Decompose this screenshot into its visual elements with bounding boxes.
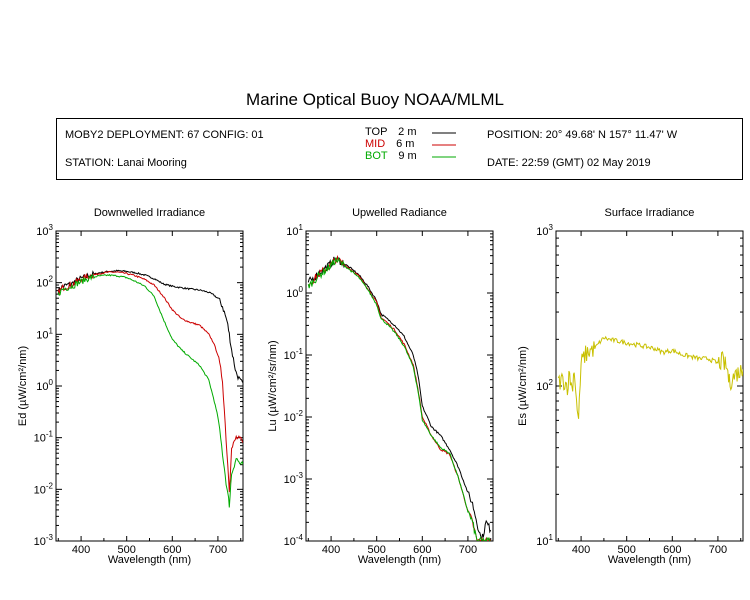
- legend-top-unit: m: [407, 126, 417, 138]
- deployment-text: MOBY2 DEPLOYMENT: 67 CONFIG: 01: [65, 129, 264, 141]
- y-tick-label: 10-2: [34, 481, 54, 496]
- date-text: DATE: 22:59 (GMT) 02 May 2019: [487, 157, 651, 169]
- legend-swatches: [432, 132, 456, 158]
- y-axis-label: Lu (µW/cm²/sr/nm): [267, 340, 279, 431]
- x-tick-label: 500: [618, 544, 636, 556]
- series-line-mid: [308, 254, 492, 541]
- x-tick-label: 700: [709, 544, 727, 556]
- station-text: STATION: Lanai Mooring: [65, 157, 187, 169]
- x-tick-label: 700: [209, 544, 227, 556]
- legend-top-depth: 2: [398, 126, 405, 138]
- y-axis-label: Es (µW/cm²/nm): [517, 346, 529, 426]
- x-tick-label: 700: [459, 544, 477, 556]
- y-tick-label: 101: [286, 223, 303, 238]
- y-tick-label: 10-3: [34, 533, 54, 548]
- x-axis-label: Wavelength (nm): [358, 554, 441, 566]
- series-line-es: [557, 335, 743, 419]
- series-line-bot: [307, 256, 491, 541]
- y-tick-label: 103: [36, 223, 53, 238]
- x-tick-label: 500: [118, 544, 136, 556]
- x-tick-label: 600: [413, 544, 431, 556]
- legend-bot: BOT 9 m: [365, 150, 417, 162]
- y-tick-label: 10-2: [284, 409, 304, 424]
- y-tick-label: 102: [536, 378, 553, 393]
- y-tick-label: 10-1: [284, 347, 304, 362]
- x-tick-label: 400: [72, 544, 90, 556]
- x-tick-label: 600: [663, 544, 681, 556]
- x-tick-label: 600: [163, 544, 181, 556]
- legend-top: TOP 2 m: [365, 126, 417, 138]
- chart-title: Downwelled Irradiance: [94, 207, 205, 219]
- plot-frame: [305, 230, 494, 542]
- y-tick-label: 10-1: [34, 430, 54, 445]
- legend-mid-unit: m: [405, 138, 415, 150]
- series-line-mid: [57, 270, 243, 493]
- y-tick-label: 100: [36, 378, 53, 393]
- series-line-top: [57, 269, 243, 384]
- y-tick-label: 100: [286, 285, 303, 300]
- y-tick-label: 10-4: [284, 533, 304, 548]
- y-tick-label: 10-3: [284, 471, 304, 486]
- chart-panel-2: Upwelled Radiance 400 500 600 700 Wavelength …: [267, 207, 494, 566]
- series-line-bot: [57, 273, 243, 508]
- y-tick-label: 102: [36, 275, 53, 290]
- legend-mid-depth: 6: [396, 138, 403, 150]
- x-axis-label: Wavelength (nm): [608, 554, 691, 566]
- chart-title: Surface Irradiance: [605, 207, 695, 219]
- y-axis-label: Ed (µW/cm²/nm): [17, 346, 29, 426]
- x-tick-label: 500: [368, 544, 386, 556]
- x-axis-label: Wavelength (nm): [108, 554, 191, 566]
- x-tick-label: 400: [322, 544, 340, 556]
- chart-panel-1: Downwelled Irradiance 400 500 600 700 Wavelen…: [17, 207, 244, 566]
- deployment-info-box: MOBY2 DEPLOYMENT: 67 CONFIG: 01 STATION:…: [56, 118, 743, 180]
- y-tick-label: 101: [36, 326, 53, 341]
- y-tick-label: 101: [536, 533, 553, 548]
- legend-mid-label: MID: [365, 138, 386, 150]
- chart-title: Upwelled Radiance: [352, 207, 447, 219]
- y-tick-label: 103: [536, 223, 553, 238]
- legend-mid: MID 6 m: [365, 138, 414, 150]
- legend-bot-unit: m: [407, 150, 417, 162]
- plot-frame: [555, 230, 744, 542]
- legend-bot-label: BOT: [365, 150, 388, 162]
- page-title: Marine Optical Buoy NOAA/MLML: [246, 90, 504, 109]
- x-tick-label: 400: [572, 544, 590, 556]
- series-line-top: [307, 255, 492, 541]
- position-text: POSITION: 20° 49.68' N 157° 11.47' W: [487, 129, 678, 141]
- legend-bot-depth: 9: [398, 150, 405, 162]
- legend-top-label: TOP: [365, 126, 388, 138]
- chart-panel-3: Surface Irradiance 400 500 600 700 Wavelength…: [517, 207, 744, 566]
